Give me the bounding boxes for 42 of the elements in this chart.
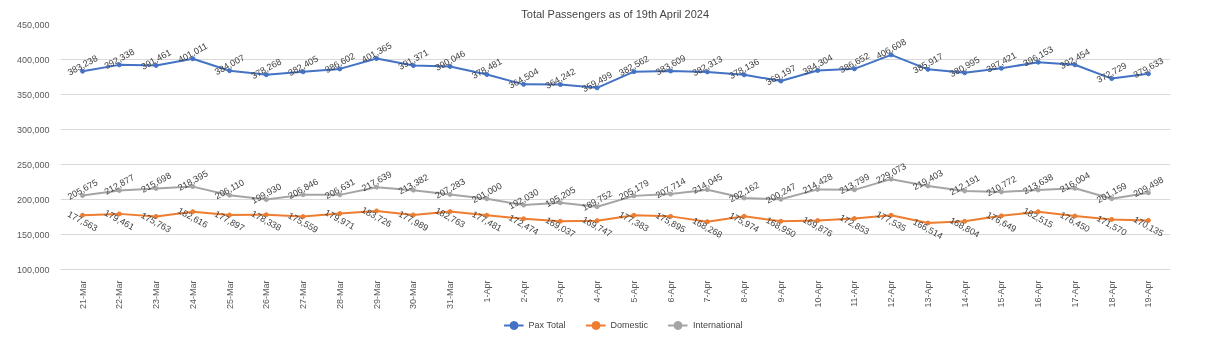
x-tick-label: 23-Mar xyxy=(151,280,162,310)
x-tick-label: 29-Mar xyxy=(371,280,382,310)
x-tick-label: 6-Apr xyxy=(665,280,676,303)
legend-label: International xyxy=(692,320,743,330)
x-tick-label: 7-Apr xyxy=(702,280,713,303)
x-tick-label: 11-Apr xyxy=(849,280,860,307)
x-tick-label: 5-Apr xyxy=(628,280,639,303)
legend-label: Pax Total xyxy=(528,320,566,330)
x-tick-label: 31-Mar xyxy=(445,280,456,310)
x-tick-label: 3-Apr xyxy=(555,280,566,303)
x-tick-label: 9-Apr xyxy=(775,280,786,303)
x-tick-label: 13-Apr xyxy=(922,280,933,308)
x-tick-label: 22-Mar xyxy=(114,280,125,310)
x-tick-label: 17-Apr xyxy=(1069,280,1080,308)
x-tick-label: 2-Apr xyxy=(518,280,529,303)
x-tick-label: 19-Apr xyxy=(1143,280,1154,308)
x-tick-label: 12-Apr xyxy=(886,280,897,308)
y-tick-label: 100,000 xyxy=(16,264,50,275)
x-tick-label: 1-Apr xyxy=(481,280,492,303)
x-tick-label: 21-Mar xyxy=(77,280,88,310)
x-tick-label: 28-Mar xyxy=(334,280,345,310)
x-tick-label: 8-Apr xyxy=(739,280,750,303)
x-tick-label: 16-Apr xyxy=(1033,280,1044,308)
y-tick-label: 250,000 xyxy=(16,159,50,170)
x-tick-label: 24-Mar xyxy=(187,280,198,310)
y-tick-label: 400,000 xyxy=(16,54,50,65)
x-tick-label: 27-Mar xyxy=(298,280,309,310)
x-tick-label: 26-Mar xyxy=(261,280,272,310)
x-tick-label: 14-Apr xyxy=(959,280,970,308)
chart-title: Total Passengers as of 19th April 2024 xyxy=(521,7,710,20)
x-tick-label: 15-Apr xyxy=(996,280,1007,308)
y-tick-label: 450,000 xyxy=(16,19,50,30)
y-tick-label: 350,000 xyxy=(16,89,50,100)
x-tick-label: 18-Apr xyxy=(1106,280,1117,308)
x-tick-label: 30-Mar xyxy=(408,280,419,310)
x-tick-label: 10-Apr xyxy=(812,280,823,308)
x-tick-label: 4-Apr xyxy=(592,280,603,303)
y-tick-label: 150,000 xyxy=(16,229,50,240)
y-tick-label: 200,000 xyxy=(16,194,50,205)
x-tick-label: 25-Mar xyxy=(224,280,235,310)
y-tick-label: 300,000 xyxy=(16,124,50,135)
legend-label: Domestic xyxy=(610,320,648,330)
